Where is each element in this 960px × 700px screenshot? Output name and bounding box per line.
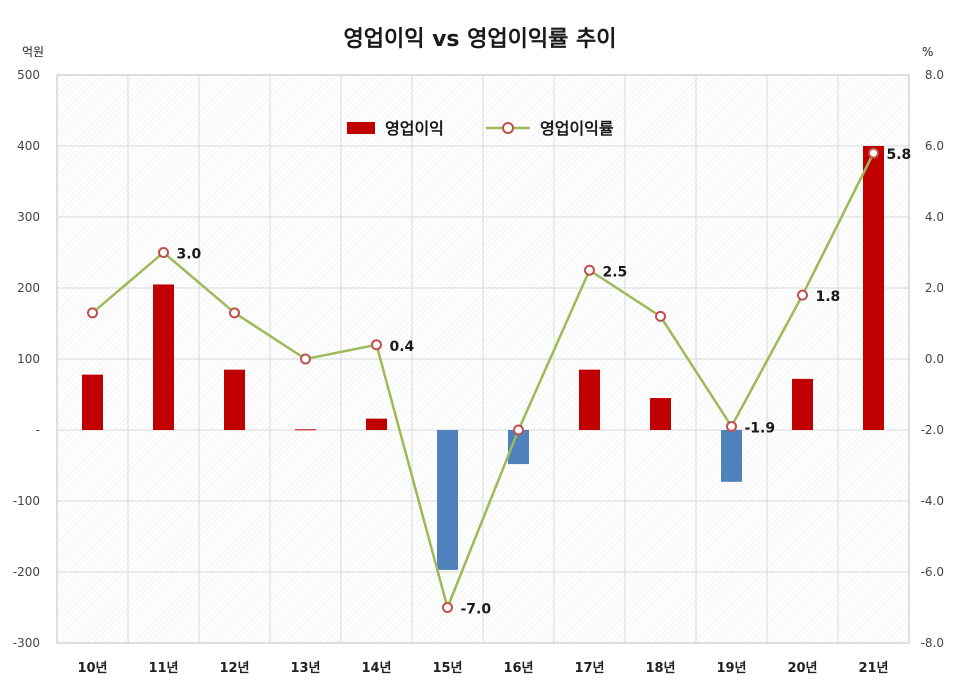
left-tick-label: 200 (17, 281, 40, 295)
bar-operating-profit (721, 430, 742, 482)
bar-operating-profit (295, 429, 316, 431)
right-axis-unit: % (922, 45, 933, 59)
chart-title: 영업이익 vs 영업이익률 추이 (343, 27, 616, 52)
rate-line (91, 152, 875, 609)
category-label: 20년 (787, 661, 817, 676)
category-label: 10년 (77, 661, 107, 676)
category-label: 14년 (361, 661, 391, 676)
axis-ticks: 500 400 300 200 100 - -100 -200 -300 8.0 6.0 4.0 2.0… (13, 68, 944, 676)
marker-operating-margin (158, 247, 169, 258)
legend: 영업이익 영업이익률 (347, 119, 614, 138)
right-tick-label: -8.0 (921, 636, 944, 650)
marker-operating-margin (371, 339, 382, 351)
data-label-operating-margin: 1.8 (816, 289, 841, 305)
data-label-operating-margin: -1.9 (745, 420, 776, 436)
bar-operating-profit (153, 284, 174, 430)
right-tick-label: 0.0 (925, 352, 944, 366)
marker-operating-margin (868, 147, 879, 159)
plot-border (56, 74, 910, 644)
bar-operating-profit (82, 374, 103, 430)
category-label: 11년 (148, 661, 178, 676)
bar-operating-profit (366, 418, 387, 430)
category-label: 19년 (716, 661, 746, 676)
right-tick-label: 8.0 (925, 68, 944, 82)
legend-marker-margin (502, 122, 514, 134)
bar-operating-profit (863, 146, 884, 430)
left-tick-label: 500 (17, 68, 40, 82)
left-tick-label: -100 (13, 494, 40, 508)
bar-operating-profit (224, 369, 245, 430)
bar-operating-profit (508, 430, 529, 465)
category-label: 13년 (290, 661, 320, 676)
data-label-operating-margin: 3.0 (177, 247, 202, 263)
marker-operating-margin (797, 289, 808, 301)
category-label: 12년 (219, 661, 249, 676)
data-label-operating-margin: 5.8 (887, 147, 912, 163)
bars (82, 146, 884, 570)
line-operating-margin (91, 152, 875, 609)
bar-operating-profit (437, 430, 458, 570)
right-tick-label: 6.0 (925, 139, 944, 153)
grid-lines (56, 74, 910, 644)
marker-operating-margin (229, 307, 240, 319)
data-label-operating-margin: 0.4 (390, 339, 415, 355)
left-tick-label: 300 (17, 210, 40, 224)
marker-operating-margin (442, 602, 453, 613)
data-label-operating-margin: 2.5 (603, 264, 628, 280)
legend-swatch-operating-profit (347, 122, 375, 134)
left-tick-label: - (36, 423, 40, 437)
bar-operating-profit (579, 369, 600, 430)
left-tick-label: 400 (17, 139, 40, 153)
left-tick-label: -300 (13, 636, 40, 650)
category-label: 15년 (432, 661, 462, 676)
legend-label-operating-profit: 영업이익 (385, 119, 444, 138)
bar-operating-profit (650, 398, 671, 430)
category-label: 21년 (858, 661, 888, 676)
right-tick-label: -6.0 (921, 565, 944, 579)
data-labels: 3.0 0.4 -7.0 2.5 -1.9 1.8 5.8 (177, 147, 912, 617)
left-tick-label: -200 (13, 565, 40, 579)
left-axis-unit: 억원 (22, 45, 44, 59)
marker-operating-margin (87, 307, 98, 319)
right-tick-label: 2.0 (925, 281, 944, 295)
marker-operating-margin (300, 353, 311, 365)
marker-operating-margin (655, 310, 666, 322)
left-tick-label: 100 (17, 352, 40, 366)
marker-operating-margin (584, 264, 595, 276)
category-label: 16년 (503, 661, 533, 676)
rate-markers (87, 147, 879, 613)
category-label: 17년 (574, 661, 604, 676)
right-tick-label: -4.0 (921, 494, 944, 508)
data-label-operating-margin: -7.0 (461, 602, 492, 618)
marker-operating-margin (726, 420, 737, 432)
right-tick-label: 4.0 (925, 210, 944, 224)
category-label: 18년 (645, 661, 675, 676)
legend-label-operating-margin: 영업이익률 (540, 119, 614, 138)
right-tick-label: -2.0 (921, 423, 944, 437)
bar-operating-profit (792, 378, 813, 430)
marker-operating-margin (513, 424, 524, 436)
